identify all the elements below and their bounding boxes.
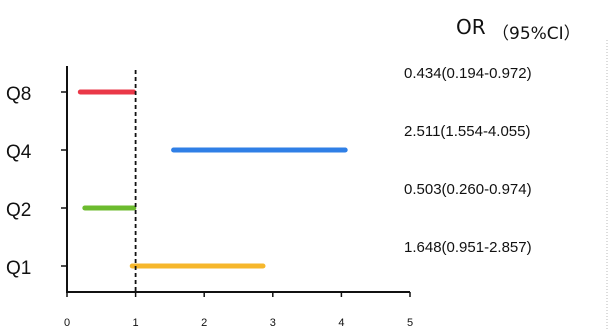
category-label-q8: Q8: [6, 84, 31, 105]
x-tick-label: 4: [338, 317, 344, 329]
x-tick-label: 5: [407, 317, 413, 329]
header-ci-label: （95%CI）: [492, 24, 581, 44]
x-tick-label: 2: [201, 317, 207, 329]
category-label-q2: Q2: [6, 200, 31, 221]
or-value-q1: 1.648(0.951-2.857): [404, 239, 532, 256]
x-tick-label: 1: [133, 317, 139, 329]
category-label-q4: Q4: [6, 142, 32, 163]
x-tick-label: 0: [64, 317, 70, 329]
or-value-q4: 2.511(1.554-4.055): [404, 123, 530, 140]
category-label-q1: Q1: [6, 258, 31, 279]
or-value-q2: 0.503(0.260-0.974): [404, 181, 532, 198]
or-value-q8: 0.434(0.194-0.972): [404, 65, 532, 82]
header-or-label: OR: [456, 15, 486, 39]
x-tick-label: 3: [270, 317, 276, 329]
rows: Q8 0.434(0.194-0.972) Q4 2.511(1.554-4.055)…: [6, 65, 532, 279]
x-ticks: 0 1 2 3 4 5: [64, 292, 413, 329]
